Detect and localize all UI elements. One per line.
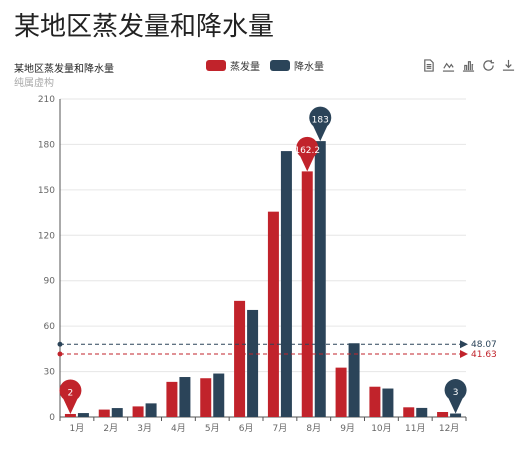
data-view-button[interactable] xyxy=(421,58,435,72)
y-tick-label: 180 xyxy=(38,140,55,150)
y-tick-label: 0 xyxy=(49,413,55,423)
line-chart-button[interactable] xyxy=(441,58,455,72)
bar-evaporation xyxy=(403,407,415,417)
chart-plot: 0 30 60 90 120 150 180 210 1月 2月 3月 4月 5月 6月 7月 8月 9月 10月… xyxy=(38,95,497,434)
bar-evaporation xyxy=(234,300,246,417)
markline-arrow xyxy=(460,349,468,358)
bar-precipitation xyxy=(77,413,89,417)
y-tick-label: 120 xyxy=(38,231,55,241)
bar-evaporation xyxy=(301,171,313,417)
legend-label-precipitation: 降水量 xyxy=(294,62,324,73)
mark-point-pin xyxy=(309,106,332,142)
page-title: 某地区蒸发量和降水量 xyxy=(14,12,275,42)
x-tick-label: 8月 xyxy=(306,423,321,434)
bar-precipitation xyxy=(179,377,191,417)
bar-evaporation xyxy=(64,413,76,417)
bar-evaporation xyxy=(132,406,144,417)
legend-item-precipitation[interactable]: 降水量 xyxy=(270,58,324,73)
legend-swatch-evaporation xyxy=(206,60,226,71)
mark-point-pin xyxy=(296,136,319,172)
x-tick-label: 12月 xyxy=(439,423,459,434)
bar-evaporation xyxy=(369,386,381,417)
y-tick-label: 90 xyxy=(44,277,56,287)
chart-subtitle: 纯属虚构 xyxy=(14,78,54,89)
legend-swatch-precipitation xyxy=(270,60,290,71)
bar-evaporation xyxy=(200,378,212,417)
bar-precipitation xyxy=(145,403,157,417)
mark-point-label: 183 xyxy=(312,116,329,126)
x-tick-label: 7月 xyxy=(273,423,288,434)
chart-title: 某地区蒸发量和降水量 xyxy=(14,64,114,75)
x-tick-label: 9月 xyxy=(340,423,355,434)
x-tick-label: 10月 xyxy=(371,423,391,434)
bar-evaporation xyxy=(267,211,279,417)
bar-precipitation xyxy=(416,407,428,417)
x-tick-label: 11月 xyxy=(405,423,425,434)
x-tick-label: 5月 xyxy=(205,423,220,434)
bar-precipitation xyxy=(450,413,462,417)
legend-label-evaporation: 蒸发量 xyxy=(230,62,260,73)
mark-point-label: 3 xyxy=(453,388,459,398)
bar-precipitation xyxy=(111,408,123,417)
y-tick-label: 60 xyxy=(44,322,56,332)
mark-point-pin xyxy=(59,379,82,414)
restore-icon xyxy=(482,59,494,71)
bar-precipitation xyxy=(247,309,259,417)
x-tick-label: 3月 xyxy=(137,423,152,434)
x-tick-label: 1月 xyxy=(70,423,85,434)
mark-point-label: 2 xyxy=(68,388,74,398)
mark-point-label: 162.2 xyxy=(294,146,320,156)
bar-chart-icon xyxy=(462,60,474,72)
bar-precipitation xyxy=(213,373,225,417)
y-tick-label: 150 xyxy=(38,186,55,196)
bar-precipitation xyxy=(314,141,326,417)
save-image-icon xyxy=(502,59,514,71)
bar-evaporation xyxy=(335,367,347,417)
bar-precipitation xyxy=(280,151,292,417)
markline-arrow xyxy=(460,340,468,349)
save-image-button[interactable] xyxy=(501,58,515,72)
data-view-icon xyxy=(423,58,434,72)
mark-point-pin xyxy=(444,379,467,414)
bar-precipitation xyxy=(348,343,360,417)
bar-evaporation xyxy=(98,409,110,417)
x-tick-label: 2月 xyxy=(103,423,118,434)
y-tick-label: 210 xyxy=(38,95,55,105)
chart-legend: 蒸发量 降水量 xyxy=(206,58,324,73)
bar-precipitation xyxy=(382,388,394,417)
x-tick-label: 4月 xyxy=(171,423,186,434)
bar-chart-button[interactable] xyxy=(461,58,475,72)
y-tick-label: 30 xyxy=(44,368,56,378)
average-markline-label: 48.07 xyxy=(471,340,497,350)
legend-item-evaporation[interactable]: 蒸发量 xyxy=(206,58,260,73)
x-tick-label: 6月 xyxy=(239,423,254,434)
chart-toolbox xyxy=(421,58,515,72)
restore-button[interactable] xyxy=(481,58,495,72)
chart-container: 0 30 60 90 120 150 180 210 1月 2月 3月 4月 5月 6月 7月 8月 9月 10月… xyxy=(0,52,529,455)
average-markline-label: 41.63 xyxy=(471,350,497,360)
line-chart-icon xyxy=(442,62,454,72)
bar-evaporation xyxy=(166,381,178,417)
bar-evaporation xyxy=(437,412,449,417)
